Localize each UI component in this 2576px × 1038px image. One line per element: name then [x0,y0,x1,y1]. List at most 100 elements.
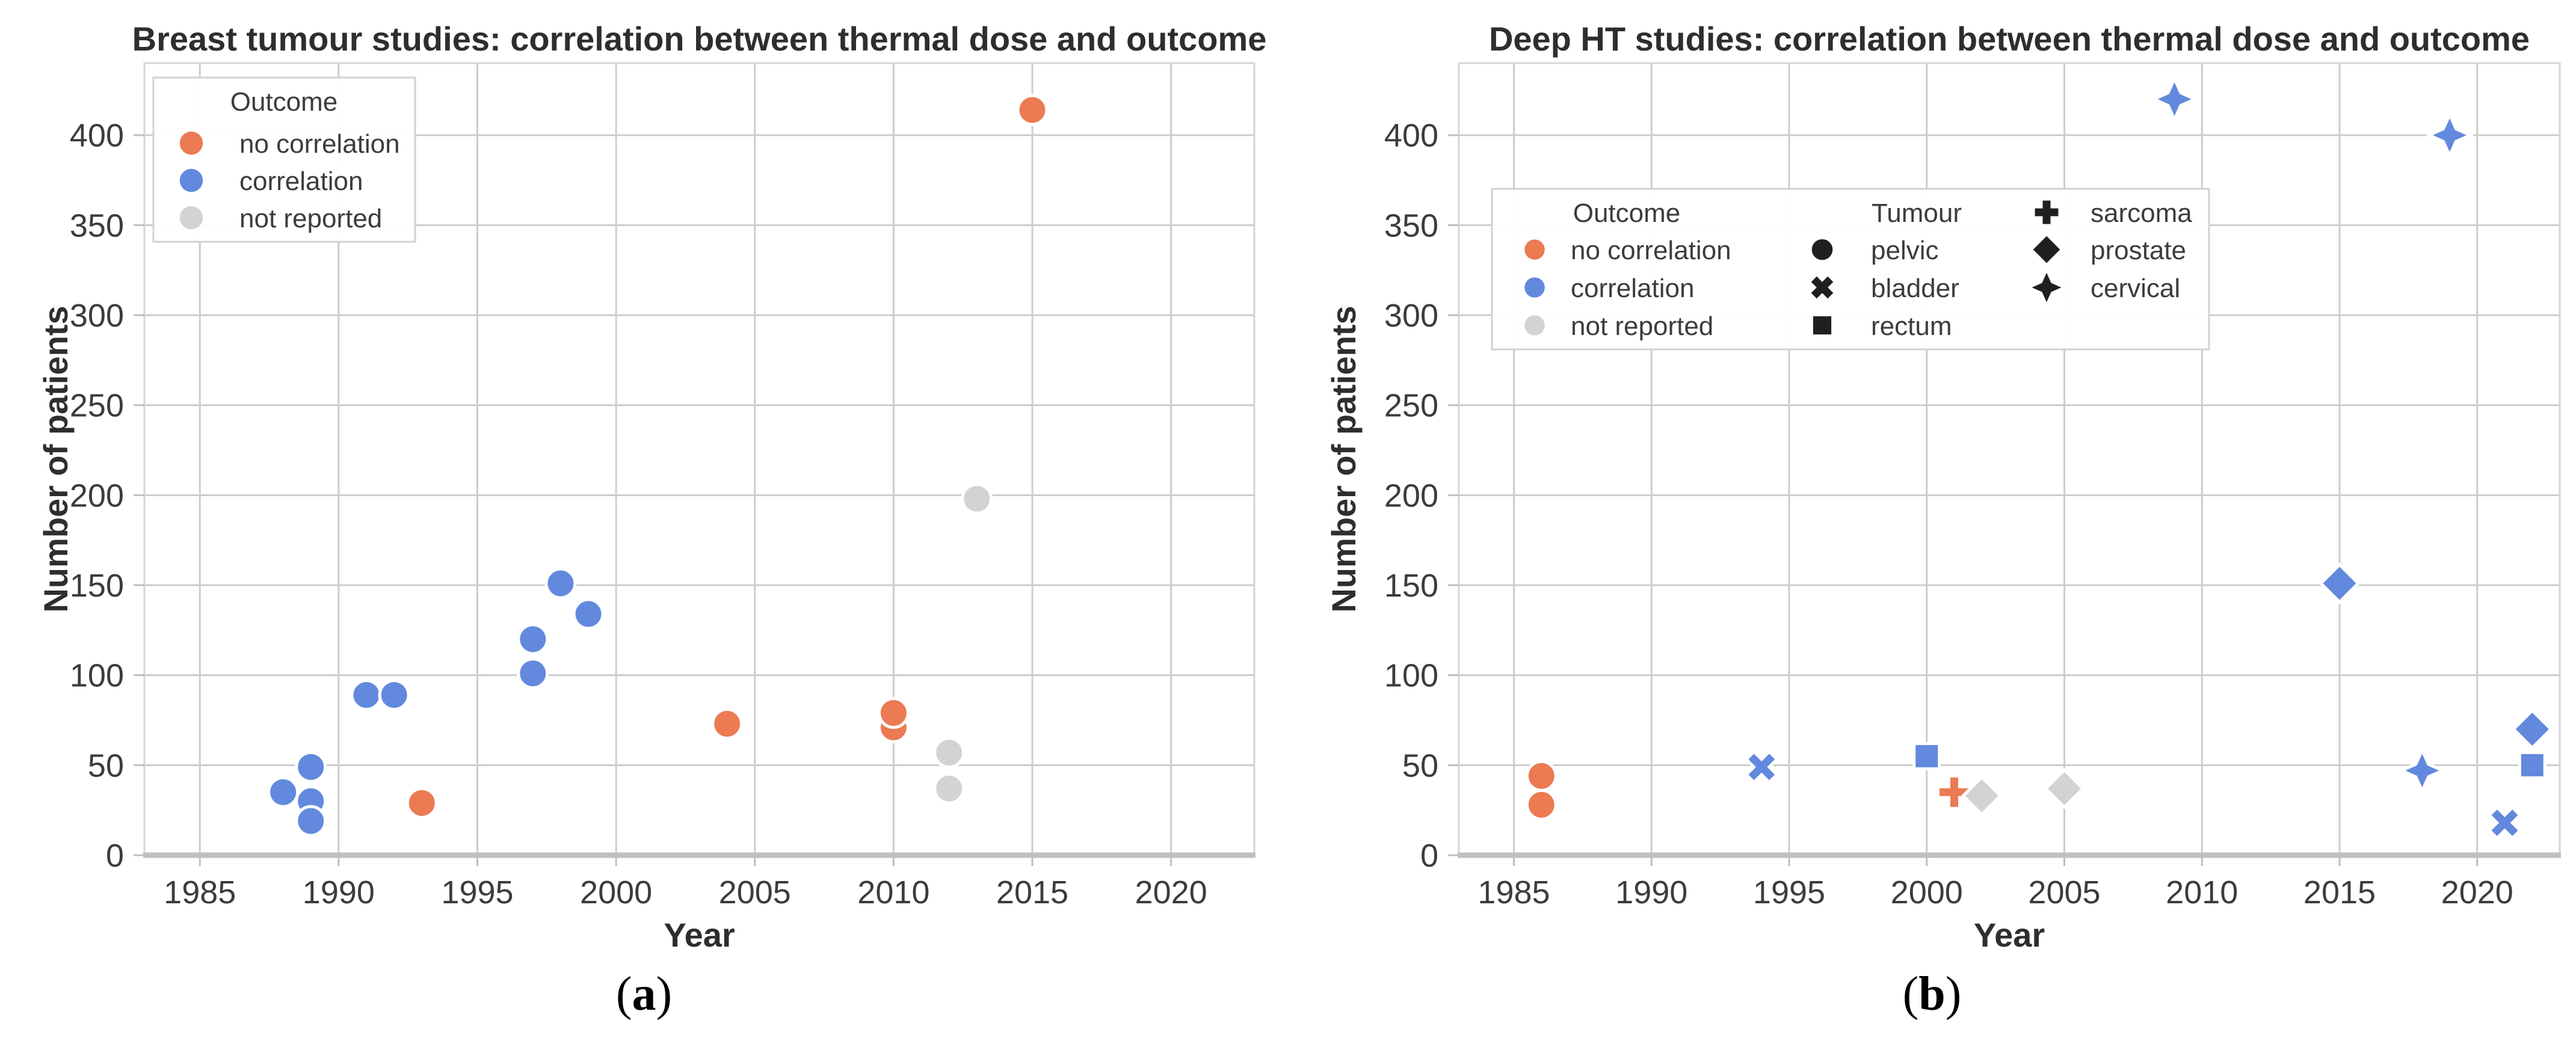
marker-circle [517,623,549,656]
marker-star4 [2425,111,2474,159]
marker-diamond [2033,236,2060,263]
marker-star4 [2032,272,2062,302]
caption-a-close: ) [656,968,673,1021]
legend-item-bladder: bladder [1871,274,1959,303]
svg-text:1995: 1995 [441,874,513,911]
legend-item-cervical: cervical [2091,274,2180,303]
deep-ht-scatter-chart: 1985 1990 1995 2000 2005 2010 2015 2020 0 50 100 15… [1325,20,2561,954]
marker-square [1912,742,1941,770]
svg-text:2015: 2015 [2303,874,2376,911]
marker-star4 [2150,75,2199,123]
marker-plus [2035,200,2059,224]
svg-text:150: 150 [1384,568,1438,604]
marker-circle [933,772,966,805]
svg-text:2020: 2020 [2441,874,2513,911]
marker-circle [517,657,549,690]
marker-circle [405,787,438,819]
marker-circle [711,707,744,740]
marker-circle [933,736,966,769]
legend-item-prostate: prostate [2091,236,2186,265]
svg-text:2020: 2020 [1135,874,1207,911]
svg-text:2010: 2010 [857,874,929,911]
marker-square [1813,316,1832,335]
legend-item-not-reported: not reported [239,204,382,233]
x-axis-label: Year [664,916,735,954]
panel-b: 1985 1990 1995 2000 2005 2010 2015 2020 0 50 100 15… [1288,0,2576,1038]
caption-a-open: ( [615,968,632,1021]
svg-text:100: 100 [70,658,124,694]
svg-text:1985: 1985 [164,874,236,911]
tick-marks [134,134,1172,866]
x-tick-labels: 1985 1990 1995 2000 2005 2010 2015 2020 [164,874,1207,911]
marker-square [2518,751,2547,779]
legend-item-sarcoma: sarcoma [2091,198,2192,228]
legend-item-not-reported: not reported [1571,312,1713,341]
svg-text:0: 0 [1420,838,1438,874]
caption-a-letter: a [632,968,656,1021]
svg-text:150: 150 [70,568,124,604]
caption-b: (b) [1288,967,2576,1022]
svg-text:350: 350 [70,207,124,244]
marker-star4 [2398,746,2447,795]
svg-text:250: 250 [1384,388,1438,424]
marker-circle [179,168,203,192]
marker-circle [1524,239,1545,260]
svg-text:400: 400 [1384,118,1438,154]
marker-x [2487,805,2522,841]
svg-text:2015: 2015 [996,874,1068,911]
chart-title: Breast tumour studies: correlation betwe… [132,20,1267,58]
svg-text:100: 100 [1384,658,1438,694]
marker-circle [179,131,203,155]
gridlines [144,63,1254,855]
legend-title-tumour: Tumour [1872,198,1962,228]
legend-title-outcome: Outcome [1573,198,1681,228]
svg-text:250: 250 [70,388,124,424]
data-points [267,94,1049,837]
svg-text:400: 400 [70,118,124,154]
marker-circle [1524,315,1545,336]
svg-text:300: 300 [70,298,124,334]
marker-circle [1525,760,1558,792]
x-axis-label: Year [1974,916,2045,954]
legend-item-correlation: correlation [239,167,363,196]
marker-diamond [2319,562,2361,604]
x-tick-labels: 1985 1990 1995 2000 2005 2010 2015 2020 [1478,874,2513,911]
svg-text:200: 200 [1384,478,1438,514]
y-axis-label: Number of patients [1325,306,1363,612]
chart-title: Deep HT studies: correlation between the… [1489,20,2530,58]
legend-item-pelvic: pelvic [1871,236,1939,265]
marker-circle [1016,94,1049,126]
svg-text:50: 50 [88,748,124,784]
marker-circle [267,776,300,808]
caption-b-letter: b [1918,968,1946,1021]
plot-border [1458,62,2561,856]
svg-text:1985: 1985 [1478,874,1550,911]
legend-item-no-correlation: no correlation [1571,236,1731,265]
marker-circle [179,206,203,230]
caption-a: (a) [0,967,1288,1022]
breast-tumour-scatter-chart: 1985 1990 1995 2000 2005 2010 2015 2020 0 50 100 15… [37,20,1267,954]
svg-text:350: 350 [1384,207,1438,244]
svg-text:1995: 1995 [1753,874,1825,911]
svg-text:2000: 2000 [580,874,652,911]
y-axis-label: Number of patients [37,306,75,612]
marker-circle [961,482,993,515]
marker-circle [1811,239,1833,260]
panel-a: 1985 1990 1995 2000 2005 2010 2015 2020 0 50 100 15… [0,20,1288,1022]
svg-text:2005: 2005 [2028,874,2100,911]
marker-circle [877,697,910,729]
marker-circle [1524,277,1545,298]
caption-b-open: ( [1902,968,1919,1021]
legend: Outcome no correlation correlation not repo… [152,76,416,243]
marker-x [1811,276,1834,299]
data-points [1525,75,2553,841]
legend-item-correlation: correlation [1571,274,1694,303]
marker-diamond [2511,708,2553,751]
svg-text:2005: 2005 [719,874,791,911]
legend-title-outcome: Outcome [230,87,338,117]
marker-circle [378,679,410,711]
gridlines [1459,63,2560,855]
y-tick-labels: 0 50 100 150 200 250 300 350 400 [1384,118,1438,874]
y-tick-labels: 0 50 100 150 200 250 300 350 400 [70,118,124,874]
